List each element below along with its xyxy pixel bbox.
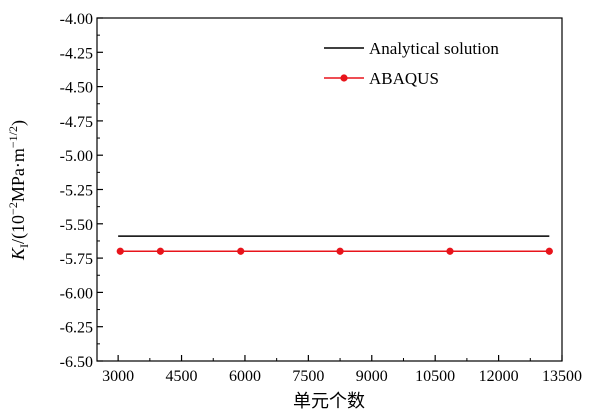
x-axis-title: 单元个数 bbox=[293, 391, 365, 411]
x-tick-label: 7500 bbox=[292, 368, 324, 385]
data-point bbox=[116, 247, 124, 255]
y-tick-label: -5.75 bbox=[60, 251, 93, 268]
y-tick-label: -4.50 bbox=[60, 80, 93, 97]
y-tick-label: -6.00 bbox=[60, 285, 93, 302]
legend-label-0: Analytical solution bbox=[369, 39, 499, 58]
y-tick-label: -4.00 bbox=[60, 11, 93, 28]
data-point bbox=[446, 247, 454, 255]
data-point bbox=[545, 247, 553, 255]
x-axis-ticks: 3000 4500 6000 7500 9000 10500 12000 13500 bbox=[85, 355, 582, 385]
data-point bbox=[336, 247, 344, 255]
legend-marker-1 bbox=[340, 74, 348, 82]
legend-label-1: ABAQUS bbox=[369, 69, 439, 88]
y-axis-title: KI/(10−2MPa·m−1/2) bbox=[6, 120, 31, 261]
y-tick-label: -6.25 bbox=[60, 320, 93, 337]
x-tick-label: 12000 bbox=[479, 368, 519, 385]
x-tick-label: 6000 bbox=[229, 368, 261, 385]
y-axis-ticks: -4.00 -4.25 -4.50 -4.75 -5.00 -5.25 -5.50 -5.75… bbox=[60, 11, 103, 371]
x-tick-label: 9000 bbox=[356, 368, 388, 385]
legend: Analytical solution ABAQUS bbox=[324, 39, 499, 88]
x-tick-label: 4500 bbox=[166, 368, 198, 385]
y-tick-label: -6.50 bbox=[60, 354, 93, 371]
y-tick-label: -5.50 bbox=[60, 217, 93, 234]
y-tick-label: -4.25 bbox=[60, 45, 93, 62]
y-tick-label: -5.25 bbox=[60, 183, 93, 200]
x-tick-label: 10500 bbox=[415, 368, 455, 385]
x-tick-label: 3000 bbox=[102, 368, 134, 385]
data-point bbox=[156, 247, 165, 255]
y-tick-label: -5.00 bbox=[60, 148, 93, 165]
x-tick-label: 13500 bbox=[542, 368, 582, 385]
y-tick-label: -4.75 bbox=[60, 114, 93, 131]
series-layer bbox=[116, 235, 553, 255]
data-point bbox=[237, 247, 245, 255]
plot-frame bbox=[96, 17, 563, 362]
